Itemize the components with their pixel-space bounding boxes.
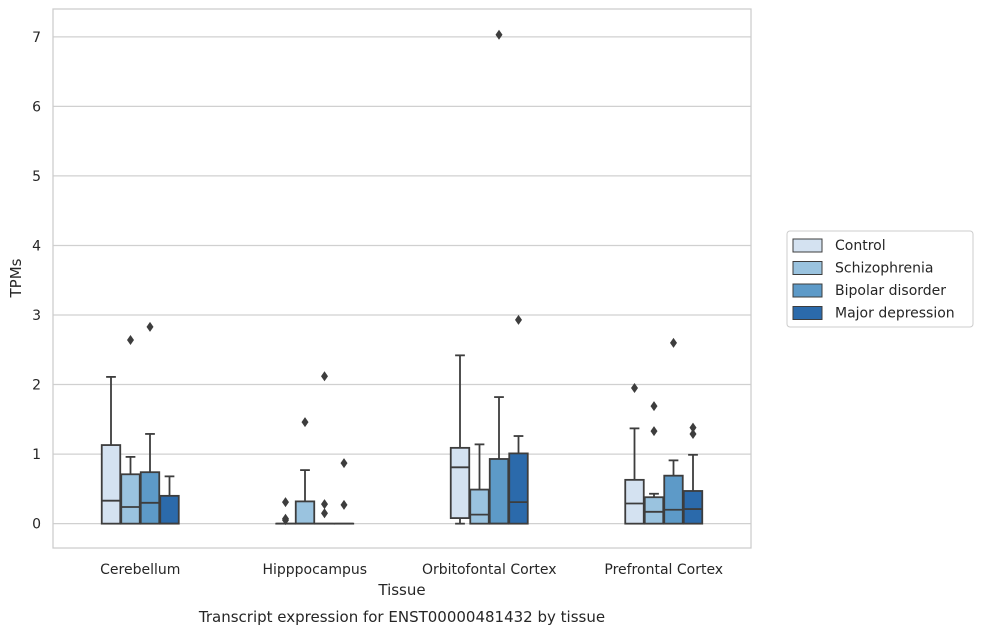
- outlier-point: [321, 371, 328, 382]
- outlier-point: [340, 458, 348, 469]
- legend-label: Control: [835, 238, 886, 254]
- outlier-point: [321, 508, 328, 519]
- y-tick-label: 4: [32, 238, 41, 254]
- x-axis-label: Tissue: [377, 581, 425, 599]
- legend-swatch: [792, 283, 823, 298]
- legend-frame: [786, 230, 974, 328]
- legend-label: Major depression: [835, 306, 955, 322]
- outlier-point: [650, 401, 658, 412]
- outlier-point: [650, 426, 658, 437]
- outlier-point: [282, 513, 289, 524]
- box-body: [682, 490, 704, 525]
- plot-frame: [52, 8, 752, 549]
- x-tick-labels: Cerebellum Hipppocampus Orbitofontal Corte…: [100, 562, 723, 578]
- box-body: [100, 444, 122, 525]
- box-body: [508, 452, 529, 525]
- outlier-point: [340, 499, 348, 510]
- box-bipolar-disorder: [488, 29, 510, 525]
- box-control: [449, 354, 471, 525]
- y-tick-label: 1: [32, 447, 41, 463]
- box-schizophrenia: [643, 401, 665, 525]
- box-body: [469, 488, 490, 525]
- outlier-point: [689, 428, 697, 439]
- legend-swatch: [792, 261, 823, 275]
- outlier-point: [282, 497, 289, 508]
- outlier-point: [689, 422, 697, 433]
- outlier-point: [670, 337, 677, 348]
- y-tick-labels: 0 1 2 3 4 5 6 7: [32, 30, 41, 533]
- box-body: [449, 446, 471, 519]
- box-schizophrenia: [120, 335, 141, 525]
- box-body: [624, 478, 645, 525]
- box-major-depression: [333, 458, 355, 525]
- y-tick-label: 2: [32, 378, 41, 394]
- x-tick-label: Hipppocampus: [262, 562, 367, 578]
- box-schizophrenia: [469, 443, 490, 525]
- chart-caption: Transcript expression for ENST0000048143…: [198, 608, 605, 626]
- box-body: [663, 474, 684, 525]
- box-bipolar-disorder: [314, 371, 335, 525]
- box-body: [488, 458, 510, 525]
- legend-swatch: [792, 238, 823, 253]
- outlier-point: [146, 321, 154, 332]
- y-tick-label: 3: [32, 308, 41, 324]
- box-control: [624, 383, 645, 525]
- box-control: [100, 376, 122, 525]
- y-tick-label: 0: [32, 517, 41, 533]
- box-schizophrenia: [294, 417, 316, 525]
- box-major-depression: [508, 314, 529, 525]
- legend-label: Schizophrenia: [835, 261, 933, 277]
- box-bipolar-disorder: [663, 337, 684, 525]
- outlier-point: [301, 417, 309, 428]
- y-tick-label: 5: [32, 169, 41, 185]
- outlier-point: [495, 29, 503, 40]
- plot-background: [53, 9, 751, 548]
- outlier-point: [515, 314, 522, 325]
- x-tick-label: Prefrontal Cortex: [604, 562, 723, 578]
- box-control: [275, 497, 296, 526]
- y-axis-label: TPMs: [7, 258, 25, 298]
- legend-label: Bipolar disorder: [835, 283, 946, 299]
- box-major-depression: [159, 475, 180, 525]
- outlier-point: [321, 499, 328, 510]
- legend: Control Schizophrenia Bipolar disorder Majo…: [786, 230, 974, 328]
- box-body: [294, 500, 316, 525]
- box-groups: [100, 29, 704, 526]
- y-tick-label: 6: [32, 99, 41, 115]
- box-body: [159, 494, 180, 525]
- y-gridlines: [53, 36, 751, 525]
- x-tick-label: Cerebellum: [100, 562, 180, 578]
- outlier-point: [127, 335, 134, 346]
- box-bipolar-disorder: [139, 321, 161, 525]
- box-body: [139, 471, 161, 525]
- box-body: [643, 496, 665, 525]
- box-major-depression: [682, 422, 704, 525]
- box-body: [120, 473, 141, 525]
- y-tick-label: 7: [32, 30, 41, 46]
- legend-swatch: [792, 306, 823, 320]
- x-tick-label: Orbitofontal Cortex: [422, 562, 557, 578]
- outlier-point: [631, 383, 638, 394]
